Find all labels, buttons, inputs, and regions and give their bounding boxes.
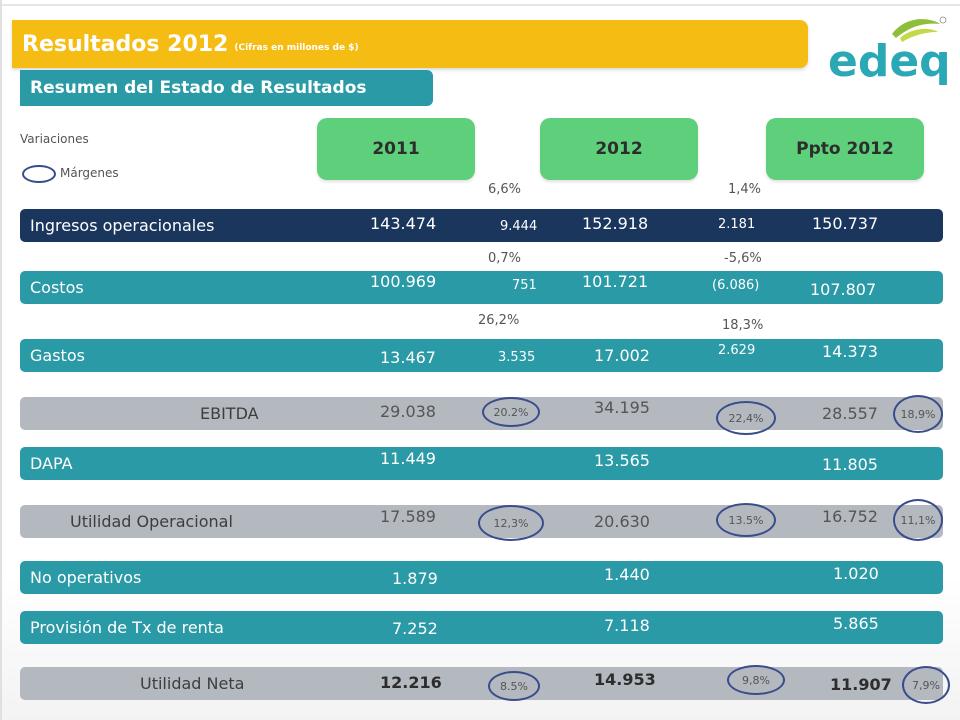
margin-2011: 8.5%	[488, 671, 540, 701]
value-ppto: 28.557	[822, 404, 878, 423]
value-2012: 13.565	[594, 451, 650, 470]
logo-text: edeq	[828, 36, 951, 87]
row-ebitda: EBITDA	[20, 397, 943, 430]
value-2011: 17.589	[380, 507, 436, 526]
margin-2011: 12,3%	[478, 505, 544, 541]
variation-2011-2012: 3.535	[498, 350, 536, 365]
variation-2012-ppto: 2.181	[718, 217, 756, 232]
page-title: Resultados 2012	[22, 31, 229, 57]
row-label: EBITDA	[200, 404, 259, 423]
row-provision-tx-renta: Provisión de Tx de renta	[20, 611, 943, 644]
row-costos: Costos	[20, 271, 943, 304]
row-label: Utilidad Neta	[140, 674, 245, 693]
value-2011: 143.474	[370, 214, 437, 233]
legend-margenes: Márgenes	[60, 166, 119, 180]
row-label: Costos	[30, 278, 84, 297]
row-label: Ingresos operacionales	[30, 216, 215, 235]
row-ingresos-operacionales: Ingresos operacionales	[20, 209, 943, 242]
value-ppto: 11.805	[822, 455, 878, 474]
value-ppto: 16.752	[822, 507, 878, 526]
margin-2012: 9,8%	[727, 665, 785, 695]
page-subtitle: Resumen del Estado de Resultados	[30, 78, 367, 98]
growth-rate: 6,6%	[488, 182, 522, 197]
row-label: DAPA	[30, 454, 73, 473]
growth-rate: 0,7%	[488, 251, 522, 266]
value-2012: 152.918	[582, 214, 649, 233]
value-2011: 100.969	[370, 272, 437, 291]
value-2012: 1.440	[604, 565, 650, 584]
value-ppto: 5.865	[833, 614, 879, 633]
value-2011: 12.216	[380, 673, 442, 692]
edeq-logo: edeq	[822, 14, 952, 94]
margin-2011: 20.2%	[482, 397, 540, 427]
margin-ppto: 18,9%	[893, 395, 943, 433]
legend-margin-oval-icon	[22, 165, 56, 183]
variation-2011-2012: 751	[512, 278, 537, 293]
row-no-operativos: No operativos	[20, 561, 943, 594]
row-dapa: DAPA	[20, 447, 943, 480]
variation-2012-ppto: 2.629	[718, 343, 756, 358]
value-2011: 13.467	[380, 348, 436, 367]
value-2012: 7.118	[604, 616, 650, 635]
margin-2012: 22,4%	[716, 401, 776, 435]
column-header-2011: 2011	[317, 118, 475, 180]
value-2011: 1.879	[392, 569, 438, 588]
column-header-ppto-2012: Ppto 2012	[766, 118, 924, 180]
frame-line	[0, 0, 2, 720]
margin-ppto: 11,1%	[893, 499, 943, 541]
column-header-2012: 2012	[540, 118, 698, 180]
variation-2011-2012: 9.444	[500, 219, 538, 234]
value-ppto: 107.807	[810, 280, 877, 299]
value-2011: 11.449	[380, 449, 436, 468]
value-2012: 101.721	[582, 272, 649, 291]
value-ppto: 11.907	[830, 675, 892, 694]
value-2012: 17.002	[594, 346, 650, 365]
row-gastos: Gastos	[20, 339, 943, 372]
variation-2012-ppto: (6.086)	[712, 278, 760, 293]
subtitle-bar: Resumen del Estado de Resultados	[20, 70, 433, 106]
growth-rate: 1,4%	[728, 182, 762, 197]
frame-line	[0, 4, 960, 6]
growth-rate: 26,2%	[478, 313, 520, 328]
value-2012: 14.953	[594, 670, 656, 689]
value-2011: 29.038	[380, 402, 436, 421]
value-ppto: 14.373	[822, 342, 878, 361]
growth-rate: 18,3%	[722, 318, 764, 333]
title-note: (Cifras en millones de $)	[234, 43, 359, 53]
row-label: Utilidad Operacional	[70, 512, 233, 531]
margin-2012: 13.5%	[716, 503, 776, 537]
value-ppto: 150.737	[812, 214, 879, 233]
value-ppto: 1.020	[833, 564, 879, 583]
value-2012: 34.195	[594, 398, 650, 417]
margin-ppto: 7,9%	[902, 666, 950, 704]
row-utilidad-neta: Utilidad Neta	[20, 667, 943, 700]
value-2011: 7.252	[392, 619, 438, 638]
row-label: No operativos	[30, 568, 142, 587]
legend-variaciones: Variaciones	[20, 132, 89, 146]
title-bar: Resultados 2012 (Cifras en millones de $…	[12, 20, 808, 68]
value-2012: 20.630	[594, 512, 650, 531]
growth-rate: -5,6%	[724, 251, 762, 266]
row-label: Gastos	[30, 346, 85, 365]
row-label: Provisión de Tx de renta	[30, 618, 224, 637]
